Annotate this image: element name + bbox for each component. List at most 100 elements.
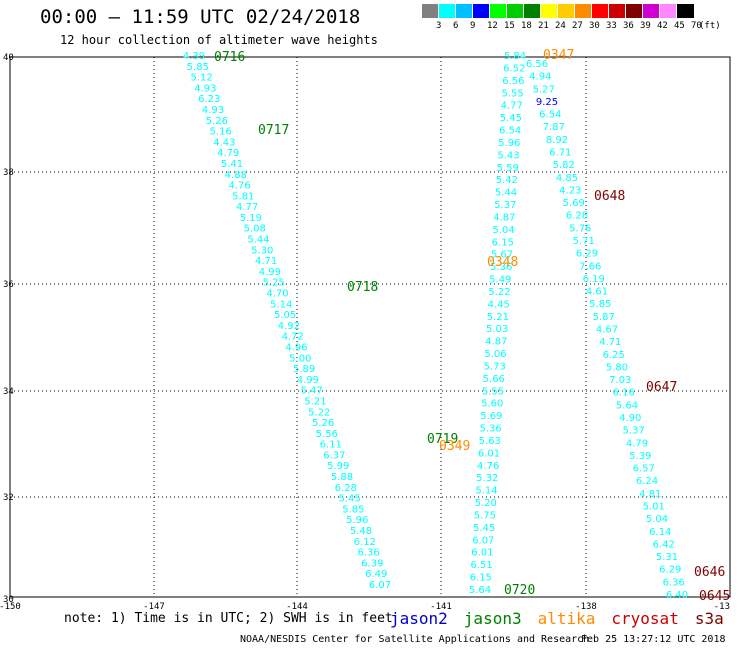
wave-height-value: 6.42 — [653, 539, 675, 550]
wave-height-value: 6.12 — [354, 537, 376, 548]
legend-swatch — [592, 4, 609, 18]
legend-swatch — [558, 4, 575, 18]
wave-height-value: 5.27 — [533, 84, 555, 95]
wave-height-value: 4.45 — [488, 299, 510, 310]
wave-height-value: 4.71 — [255, 256, 277, 267]
wave-height-value: 5.45 — [500, 113, 522, 124]
wave-height-value: 5.80 — [606, 362, 628, 373]
legend-swatch — [507, 4, 524, 18]
time-label: 0719 — [427, 432, 458, 447]
wave-height-value: 6.16 — [613, 388, 635, 399]
legend-label: (ft) — [699, 21, 721, 31]
legend-label: 6 — [453, 21, 459, 31]
wave-height-value: 6.01 — [478, 448, 500, 459]
legend-label: 45 — [674, 21, 685, 31]
x-tick-label: -144 — [286, 602, 308, 612]
wave-height-value: 6.29 — [659, 565, 681, 576]
legend-label: 39 — [640, 21, 651, 31]
wave-height-value: 5.36 — [490, 262, 512, 273]
wave-height-value: 4.79 — [626, 438, 648, 449]
wave-height-value: 7.03 — [609, 375, 631, 386]
legend-label: 30 — [589, 21, 600, 31]
legend-swatch — [524, 4, 541, 18]
legend-swatch — [422, 4, 439, 18]
axis-labels: 40 38 36 34 32 30-150 -147 -144 -141 -138 -13 — [0, 53, 730, 612]
wave-height-value: 5.81 — [232, 191, 254, 202]
legend-label: 15 — [504, 21, 515, 31]
map-frame — [9, 56, 731, 598]
wave-height-value: 5.08 — [244, 224, 266, 235]
wave-height-value: 4.79 — [217, 148, 239, 159]
wave-height-value: 5.64 — [616, 400, 638, 411]
wave-height-value: 6.51 — [470, 560, 492, 571]
wave-height-value: 5.85 — [589, 299, 611, 310]
wave-height-value: 6.15 — [470, 573, 492, 584]
legend-label: 9 — [470, 21, 476, 31]
wave-height-value: 4.87 — [485, 337, 507, 348]
wave-height-value: 4.23 — [559, 185, 581, 196]
legend-swatch — [490, 4, 507, 18]
legend-swatch — [541, 4, 558, 18]
satellite-cryosat: cryosat — [611, 609, 679, 628]
wave-height-value: 5.64 — [469, 585, 491, 596]
wave-height-value: 6.28 — [566, 211, 588, 222]
y-tick-label: 34 — [3, 387, 14, 397]
wave-height-value: 6.37 — [323, 450, 345, 461]
wave-height-value: 5.99 — [327, 461, 349, 472]
wave-height-value: 5.75 — [474, 511, 496, 522]
notes: note: 1) Time is in UTC; 2) SWH is in fe… — [64, 611, 393, 626]
wave-height-value: 6.36 — [357, 548, 379, 559]
wave-height-value: 5.00 — [289, 353, 311, 364]
wave-height-value: 6.24 — [636, 476, 658, 487]
legend-swatch — [609, 4, 626, 18]
wave-height-value: 4.71 — [599, 337, 621, 348]
wave-height-value: 4.77 — [236, 202, 258, 213]
wave-height-value: 5.55 — [501, 88, 523, 99]
wave-height-value: 5.49 — [489, 275, 511, 286]
wave-height-value: 5.84 — [504, 51, 526, 62]
time-label: 0347 — [543, 48, 574, 63]
wave-height-value: 4.77 — [501, 101, 523, 112]
wave-height-value: 6.54 — [539, 110, 561, 121]
wave-height-value: 5.36 — [479, 424, 501, 435]
time-labels: 0716 0717 0718 0719 0720 0347 0348 0349 0648 0647… — [214, 48, 730, 604]
legend-swatch — [660, 4, 677, 18]
wave-height-value: 5.14 — [475, 486, 497, 497]
wave-height-value: 6.29 — [576, 249, 598, 260]
y-tick-label: 32 — [3, 493, 14, 503]
legend-label: 21 — [538, 21, 549, 31]
track-0720: 5.846.526.565.554.775.456.545.965.435.59… — [469, 51, 526, 596]
wave-height-value: 5.19 — [240, 213, 262, 224]
legend-swatch — [456, 4, 473, 18]
wave-height-value: 5.37 — [494, 200, 516, 211]
wave-height-value: 5.45 — [338, 494, 360, 505]
wave-height-value: 6.56 — [526, 59, 548, 70]
satellite-altika: altika — [537, 609, 596, 628]
wave-height-value: 5.26 — [206, 116, 228, 127]
wave-height-value: 4.94 — [529, 72, 551, 83]
wave-height-value: 4.87 — [493, 212, 515, 223]
legend-swatch — [677, 4, 694, 18]
wave-height-value: 4.88 — [225, 170, 247, 181]
legend-label: 12 — [487, 21, 498, 31]
wave-height-value: 6.36 — [663, 577, 685, 588]
wave-height-value: 6.07 — [369, 580, 391, 591]
page-subtitle: 12 hour collection of altimeter wave hei… — [60, 33, 378, 47]
wave-height-value: 4.43 — [213, 137, 235, 148]
legend-label: 70 — [691, 21, 702, 31]
wave-height-value: 4.92 — [278, 321, 300, 332]
time-label: 0716 — [214, 50, 245, 65]
legend-label: 18 — [521, 21, 532, 31]
legend-label: 36 — [623, 21, 634, 31]
wave-height-value: 5.14 — [270, 299, 292, 310]
wave-height-value: 5.89 — [293, 364, 315, 375]
wave-height-value: 4.67 — [596, 325, 618, 336]
wave-height-value: 5.82 — [553, 160, 575, 171]
wave-height-value: 5.06 — [484, 349, 506, 360]
wave-height-value: 6.15 — [492, 237, 514, 248]
wave-height-value: 5.56 — [316, 429, 338, 440]
wave-height-value: 5.59 — [497, 163, 519, 174]
wave-height-value: 5.69 — [480, 411, 502, 422]
wave-height-value: 8.92 — [546, 135, 568, 146]
wave-height-value: 6.25 — [603, 350, 625, 361]
